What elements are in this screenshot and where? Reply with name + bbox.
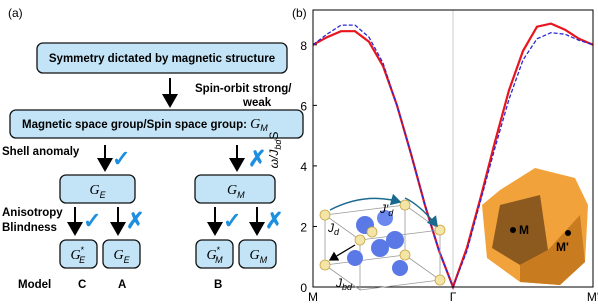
text: S [267,132,281,140]
inset-label: Jd [327,221,340,237]
sub: E [100,190,107,200]
box-text: Symmetry dictated by magnetic structure [49,53,275,65]
brillouin-zone [482,168,588,285]
panel-label: (b) [292,6,307,20]
cross: ✗ [126,208,144,233]
box-text: Magnetic space group/Spin space group: G… [22,117,268,133]
sub: M [260,255,268,265]
check: ✓ [223,208,241,233]
sub: E [79,255,86,265]
inset-structure [319,193,446,291]
sup: * [81,245,85,255]
text: Magnetic space group/Spin space group: [22,119,250,131]
box [195,239,234,269]
sub: M [215,255,223,265]
check: ✓ [112,146,130,171]
box-text: G* M [207,245,224,265]
check: ✓ [83,208,101,233]
box [102,239,141,269]
label: Blindness [2,222,57,234]
x-tick-label: Γ [450,290,457,304]
inset-label: Jbd [335,276,353,292]
model: A [118,279,126,291]
y-tick-label: 0 [300,281,307,295]
sub: M [260,123,268,133]
model: B [214,279,222,291]
label: Anisotropy [2,207,63,219]
cross: ✗ [265,208,283,233]
label: Shell anomaly [2,146,80,158]
symbol: G [71,248,81,263]
symbol: G [227,183,237,198]
box [9,109,304,139]
panel-label: (a) [8,6,23,20]
plot-frame [312,9,594,288]
text: J [327,221,335,235]
sub: E [124,255,131,265]
box-text: GE [114,248,131,265]
y-axis-label: ω/JbdS [267,132,283,169]
symbol: G [114,248,124,263]
model: C [78,279,86,291]
arrow-label: weak [242,97,272,109]
symbol: G [250,248,260,263]
cross: ✗ [248,146,266,171]
sub: bd [273,139,283,150]
text: J′ [379,202,389,216]
box-text: GM [227,183,245,200]
text: ω/J [267,149,281,169]
arrow-label: Spin-orbit strong/ [195,83,292,95]
sup: * [217,245,221,255]
box-text: GE [90,183,107,200]
bz-label: M' [556,240,569,254]
box [36,42,288,74]
bz-label: M [519,223,529,237]
sub: d [388,208,394,218]
symbol: G [90,183,100,198]
label: Model [18,279,51,291]
box [238,239,277,269]
sub: d [334,227,340,237]
box-text: G* E [71,245,87,265]
text: J [335,276,343,290]
y-tick-label: 8 [300,39,307,53]
box [59,174,136,204]
sub: bd [342,282,353,292]
sub: M [237,190,245,200]
box [59,239,98,269]
y-tick-label: 4 [300,160,307,174]
x-tick-label: M [308,290,318,304]
inset-label: J′d [379,202,394,218]
symbol: G [250,117,260,132]
y-tick-label: 2 [300,220,307,234]
y-tick-label: 6 [300,99,307,113]
box-text: GM [250,248,268,265]
box [194,174,276,204]
symbol: G [207,248,217,263]
x-tick-label: M' [587,290,598,304]
